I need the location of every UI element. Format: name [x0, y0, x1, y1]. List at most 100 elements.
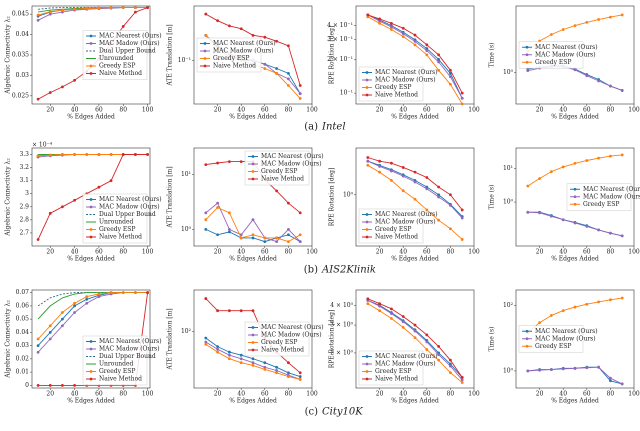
x-tick-label: 80: [285, 249, 293, 256]
x-tick-label: 20: [214, 249, 222, 256]
legend-label: MAC Nearest (Ours): [213, 40, 276, 47]
data-point: [425, 49, 429, 52]
x-tick-label: 20: [376, 391, 384, 398]
legend-label: MAC Nearest (Ours): [375, 211, 438, 218]
x-tick-label: 20: [46, 249, 54, 256]
legend-label: MAC Madow (Ours): [535, 335, 596, 342]
data-point: [378, 17, 381, 21]
x-tick-label: 100: [306, 107, 318, 114]
y-tick-label: 10¹: [503, 165, 513, 172]
legend: MAC Nearest (Ours)MAC Madow (Ours)Greedy…: [358, 350, 438, 386]
x-tick-label: 80: [607, 107, 615, 114]
y-tick-label: 0.05: [16, 316, 30, 323]
data-point: [216, 233, 220, 237]
legend-marker: [251, 333, 255, 337]
legend-label: Unrounded: [99, 219, 134, 226]
data-point: [413, 33, 417, 37]
data-point: [287, 233, 290, 237]
data-point: [61, 205, 64, 209]
x-tick-label: 60: [583, 107, 591, 114]
x-tick-label: 60: [95, 107, 103, 114]
x-tick-label: 60: [261, 249, 269, 256]
data-point: [239, 361, 243, 365]
data-point: [48, 91, 52, 94]
data-point: [287, 84, 290, 87]
data-point: [366, 13, 370, 17]
data-point: [36, 344, 40, 348]
legend-marker: [89, 64, 93, 68]
data-point: [460, 216, 464, 220]
x-axis-label: % Edges Added: [229, 256, 277, 263]
legend-box: [82, 193, 148, 244]
data-point: [401, 35, 405, 38]
data-point: [538, 321, 541, 325]
data-point: [228, 160, 231, 163]
data-point: [298, 378, 302, 381]
legend: MAC Nearest (Ours)MAC Madow (Ours)Greedy…: [196, 37, 276, 73]
x-tick-label: 60: [583, 391, 591, 398]
y-tick-label: 10²: [181, 328, 192, 335]
legend-label: Greedy ESP: [535, 59, 571, 66]
x-tick-label: 40: [237, 249, 245, 256]
data-point: [573, 305, 577, 309]
x-tick-label: 80: [447, 107, 455, 114]
data-point: [109, 179, 113, 183]
x-tick-label: 100: [468, 391, 480, 398]
legend-marker: [525, 60, 529, 64]
data-point: [425, 208, 429, 212]
data-point: [437, 358, 440, 362]
y-axis-label: RPE Rotation [deg]: [329, 168, 336, 227]
legend-marker: [365, 93, 369, 97]
x-tick-label: 20: [46, 391, 54, 398]
legend-marker: [89, 228, 93, 231]
data-point: [526, 69, 530, 73]
data-point: [204, 228, 208, 231]
data-point: [61, 85, 64, 89]
data-point: [390, 25, 393, 29]
x-tick-label: 100: [628, 391, 640, 398]
data-point: [550, 170, 553, 173]
y-tick-label: 0.03: [16, 342, 30, 349]
subplot: 20 40 60 80 100 10⁰ % Edges Added RPE Rotation …: [329, 147, 480, 263]
data-point: [401, 189, 405, 193]
x-axis-label: % Edges Added: [551, 114, 599, 121]
data-point: [298, 84, 302, 87]
data-point: [425, 47, 429, 50]
data-point: [597, 79, 600, 83]
data-point: [425, 348, 429, 351]
data-point: [413, 43, 417, 47]
legend-marker: [365, 220, 369, 224]
legend-label: Unrounded: [99, 55, 134, 62]
legend-marker: [365, 235, 369, 239]
data-point: [263, 240, 267, 244]
x-tick-label: 80: [285, 107, 293, 114]
data-point: [275, 71, 278, 75]
data-point: [73, 301, 76, 305]
data-point: [449, 193, 452, 197]
data-point: [287, 44, 290, 48]
data-point: [437, 353, 440, 357]
data-point: [228, 228, 231, 231]
y-axis-label: ATE Translation [m]: [167, 24, 174, 86]
legend-marker: [89, 340, 93, 343]
legend-label: Greedy ESP: [535, 343, 571, 350]
data-point: [413, 180, 417, 184]
data-point: [620, 89, 624, 92]
data-point: [449, 364, 452, 368]
data-point: [204, 336, 208, 340]
data-point: [109, 153, 113, 156]
data-point: [620, 296, 624, 300]
data-point: [449, 68, 452, 72]
data-point: [597, 300, 600, 304]
y-tick-label: 10²: [503, 302, 514, 309]
legend-marker: [89, 235, 93, 239]
x-tick-label: 60: [95, 249, 103, 256]
legend-marker: [365, 86, 369, 89]
data-point: [263, 365, 267, 369]
data-point: [85, 295, 89, 299]
legend-marker: [89, 377, 93, 381]
data-point: [251, 361, 255, 365]
data-point: [597, 228, 600, 232]
legend-marker: [525, 344, 529, 348]
data-point: [425, 333, 429, 337]
